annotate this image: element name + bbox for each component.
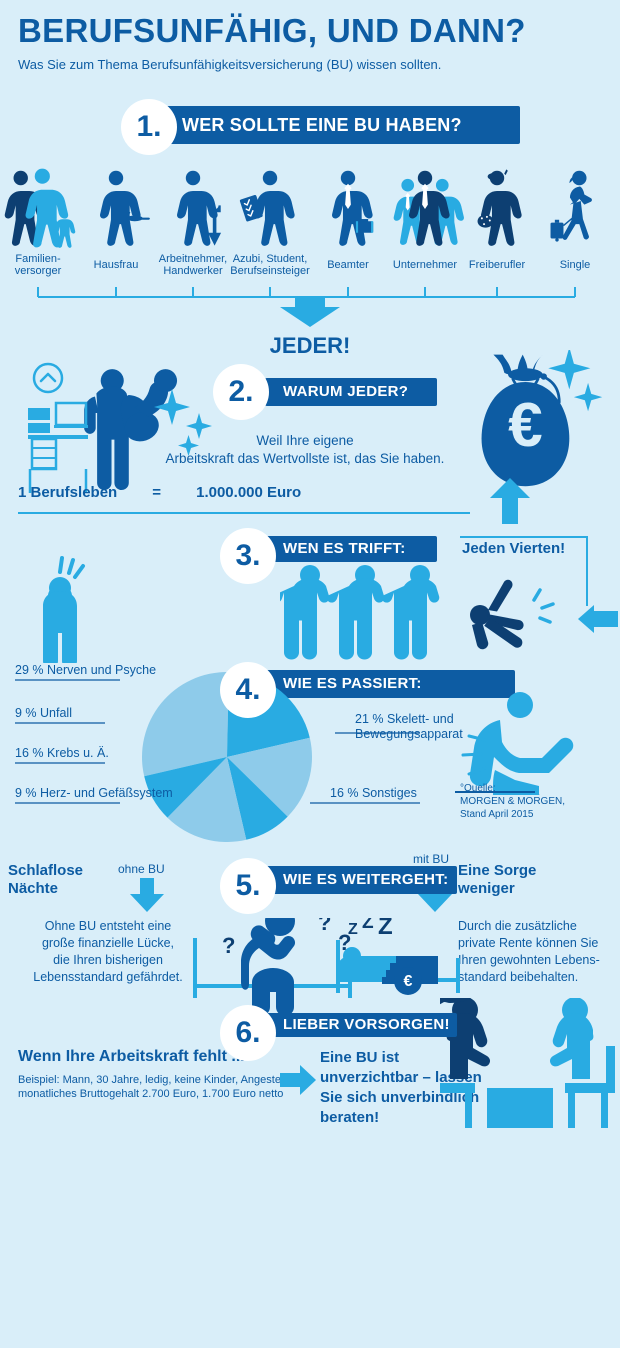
svg-text:29 % Nerven und Psyche: 29 % Nerven und Psyche xyxy=(15,665,156,677)
svg-text:Z: Z xyxy=(348,921,358,938)
svg-text:9 % Herz- und Gefäßsystem: 9 % Herz- und Gefäßsystem xyxy=(15,786,173,800)
svg-text:Berufseinsteiger: Berufseinsteiger xyxy=(230,265,310,277)
svg-text:Handwerker: Handwerker xyxy=(163,265,223,277)
svg-text:Arbeitnehmer,: Arbeitnehmer, xyxy=(159,253,227,265)
svg-text:Z: Z xyxy=(378,918,393,940)
svg-text:?: ? xyxy=(222,933,235,958)
svg-text:9 % Unfall: 9 % Unfall xyxy=(15,706,72,720)
svg-text:16 % Sonstiges: 16 % Sonstiges xyxy=(330,786,417,800)
svg-text:Single: Single xyxy=(560,259,591,271)
svg-text:€: € xyxy=(508,391,543,460)
svg-text:versorger: versorger xyxy=(15,265,62,277)
svg-text:Unternehmer: Unternehmer xyxy=(393,259,458,271)
svg-text:€: € xyxy=(404,973,413,990)
svg-text:Z: Z xyxy=(362,918,374,933)
svg-text:21 % Skelett- und: 21 % Skelett- und xyxy=(355,712,454,726)
svg-text:Freiberufler: Freiberufler xyxy=(469,259,526,271)
svg-text:Familien-: Familien- xyxy=(15,253,61,265)
svg-text:Bewegungsapparat: Bewegungsapparat xyxy=(355,727,463,741)
svg-text:Beamter: Beamter xyxy=(327,259,369,271)
svg-text:16 % Krebs u. Ä.: 16 % Krebs u. Ä. xyxy=(15,746,109,760)
svg-text:Hausfrau: Hausfrau xyxy=(94,259,139,271)
svg-text:Azubi, Student,: Azubi, Student, xyxy=(233,253,308,265)
